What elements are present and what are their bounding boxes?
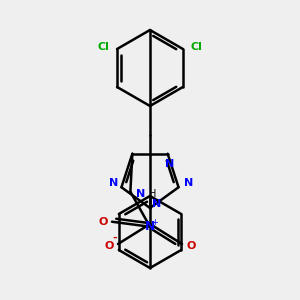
Text: N: N — [136, 189, 145, 199]
Text: N: N — [184, 178, 193, 188]
Text: N: N — [165, 159, 174, 169]
Text: N: N — [152, 199, 162, 209]
Text: O: O — [186, 241, 196, 251]
Text: N: N — [109, 178, 118, 188]
Text: Cl: Cl — [97, 42, 109, 52]
Text: Cl: Cl — [191, 42, 203, 52]
Text: O: O — [98, 217, 108, 227]
Text: H: H — [149, 189, 156, 199]
Text: N: N — [145, 220, 155, 232]
Text: +: + — [151, 218, 158, 227]
Text: O: O — [104, 241, 114, 251]
Text: -: - — [113, 233, 117, 243]
